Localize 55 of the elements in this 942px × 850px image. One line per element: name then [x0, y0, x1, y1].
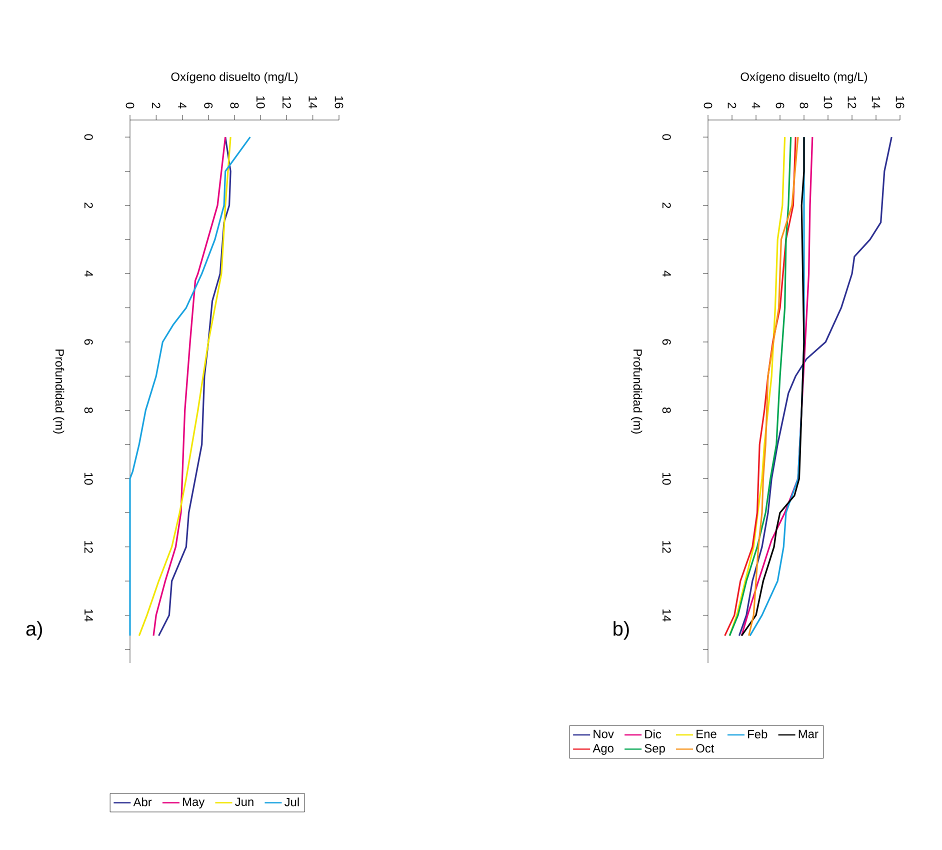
legend-label: Dic: [645, 730, 662, 738]
x-tick-label: 8: [800, 102, 808, 108]
x-tick-label: 6: [204, 102, 213, 108]
legend-label: Ago: [592, 744, 614, 755]
line-series: [138, 136, 232, 636]
line-series: [129, 136, 251, 636]
y-tick-label: 4: [84, 270, 93, 277]
x-tick-label: 2: [728, 102, 736, 108]
legend-label: Feb: [748, 730, 768, 738]
x-tick-label: 12: [848, 96, 856, 108]
y-tick-label: 10: [662, 472, 671, 485]
x-tick-label: 12: [282, 96, 291, 108]
legend-label: Oct: [696, 744, 714, 753]
legend-label: Abr: [133, 798, 152, 806]
x-tick-label: 10: [256, 96, 265, 108]
x-tick-label: 6: [776, 102, 784, 108]
legend-label: Nov: [594, 730, 614, 738]
y-tick-label: 6: [662, 339, 671, 345]
y-tick-label: 0: [662, 134, 671, 140]
y-tick-label: 4: [662, 270, 671, 277]
x-tick-label: 0: [126, 102, 134, 108]
y-tick-label: 6: [84, 339, 93, 345]
x-tick-label: 0: [704, 102, 712, 108]
legend-label: Jun: [235, 798, 254, 806]
y-tick-label: 12: [84, 541, 93, 553]
y-axis-title: Profundidad (m): [631, 350, 642, 434]
x-tick-label: 14: [872, 96, 880, 108]
y-tick-label: 8: [84, 407, 93, 414]
y-tick-label: 14: [662, 609, 671, 622]
x-axis-title: Oxígeno disuelto (mg/L): [171, 72, 298, 84]
legend-label: Mar: [798, 730, 818, 738]
y-tick-label: 2: [84, 202, 93, 208]
y-axis-title: Profundidad (m): [53, 350, 64, 434]
legend-label: Jul: [284, 798, 299, 806]
x-tick-label: 8: [230, 102, 239, 108]
x-tick-label: 10: [824, 96, 832, 108]
line-series: [738, 136, 892, 636]
x-tick-label: 4: [752, 102, 760, 108]
legend-label: May: [183, 798, 205, 808]
y-tick-label: 14: [84, 609, 93, 622]
x-tick-label: 16: [896, 96, 904, 108]
y-tick-label: 10: [84, 472, 93, 485]
text: b): [614, 621, 629, 640]
y-tick-label: 8: [662, 407, 671, 414]
x-tick-label: 4: [178, 102, 186, 108]
x-tick-label: 14: [308, 96, 317, 108]
y-tick-label: 12: [662, 541, 671, 553]
y-tick-label: 2: [662, 202, 671, 208]
legend-label: Ene: [696, 730, 716, 738]
legend-label: Sep: [644, 744, 665, 755]
x-tick-label: 16: [334, 96, 344, 108]
x-tick-label: 2: [152, 102, 160, 108]
y-tick-label: 0: [84, 134, 93, 140]
text: a): [26, 621, 42, 640]
x-axis-title: Oxígeno disuelto (mg/L): [740, 72, 868, 84]
